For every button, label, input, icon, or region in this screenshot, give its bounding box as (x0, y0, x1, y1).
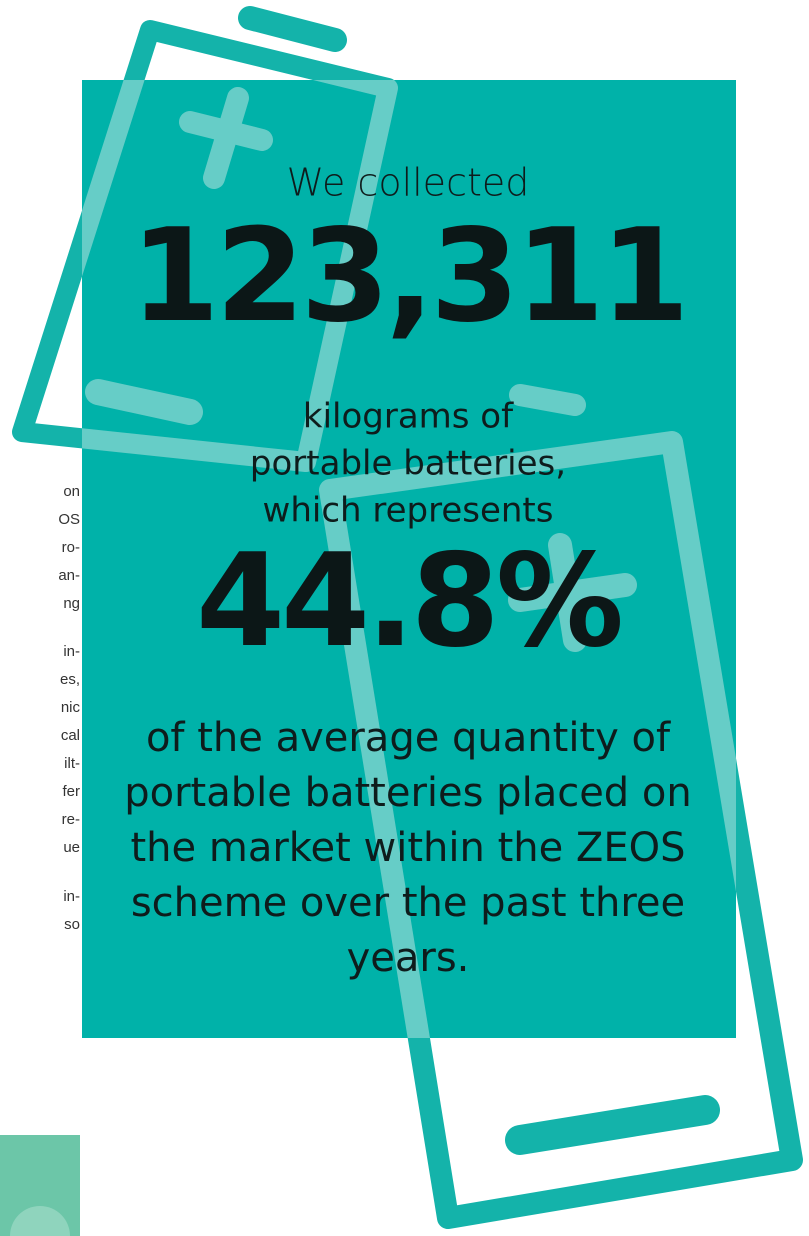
panel (82, 80, 736, 1038)
side-line: fer (62, 783, 80, 800)
side-line: re- (62, 811, 80, 828)
outro-line: of the average quantity of (146, 715, 671, 761)
side-text: on OS ro-an-ng in-es, nic cal ilt-fer re-ue in-s… (58, 483, 80, 933)
middle-line: which represents (263, 491, 554, 531)
side-line: nic (61, 699, 81, 716)
outro-line: scheme over the past three (131, 880, 685, 926)
outro-line: the market within the ZEOS (131, 825, 686, 871)
outro-line: portable batteries placed on (124, 770, 691, 816)
middle-line: kilograms of (303, 397, 514, 437)
side-line: ng (63, 595, 80, 612)
corner-shape (10, 1206, 70, 1236)
side-line: ilt- (64, 755, 80, 772)
side-line: an- (58, 567, 80, 584)
side-line: OS (58, 511, 80, 528)
side-line: ro- (62, 539, 80, 556)
middle-line: portable batteries, (250, 444, 566, 484)
side-line: on (63, 483, 80, 500)
outro-line: years. (347, 935, 470, 981)
intro: We collected (287, 161, 530, 205)
side-line: ue (63, 839, 80, 856)
amount: 123,311 (131, 202, 686, 351)
share: 44.8% (196, 527, 621, 676)
side-line: in- (63, 643, 80, 660)
panel-text: We collected 123,311 44.8% kilograms of p… (124, 161, 691, 982)
side-line: in- (63, 888, 80, 905)
side-line: so (64, 916, 80, 933)
side-line: cal (61, 727, 80, 744)
side-line: es, (60, 671, 80, 688)
